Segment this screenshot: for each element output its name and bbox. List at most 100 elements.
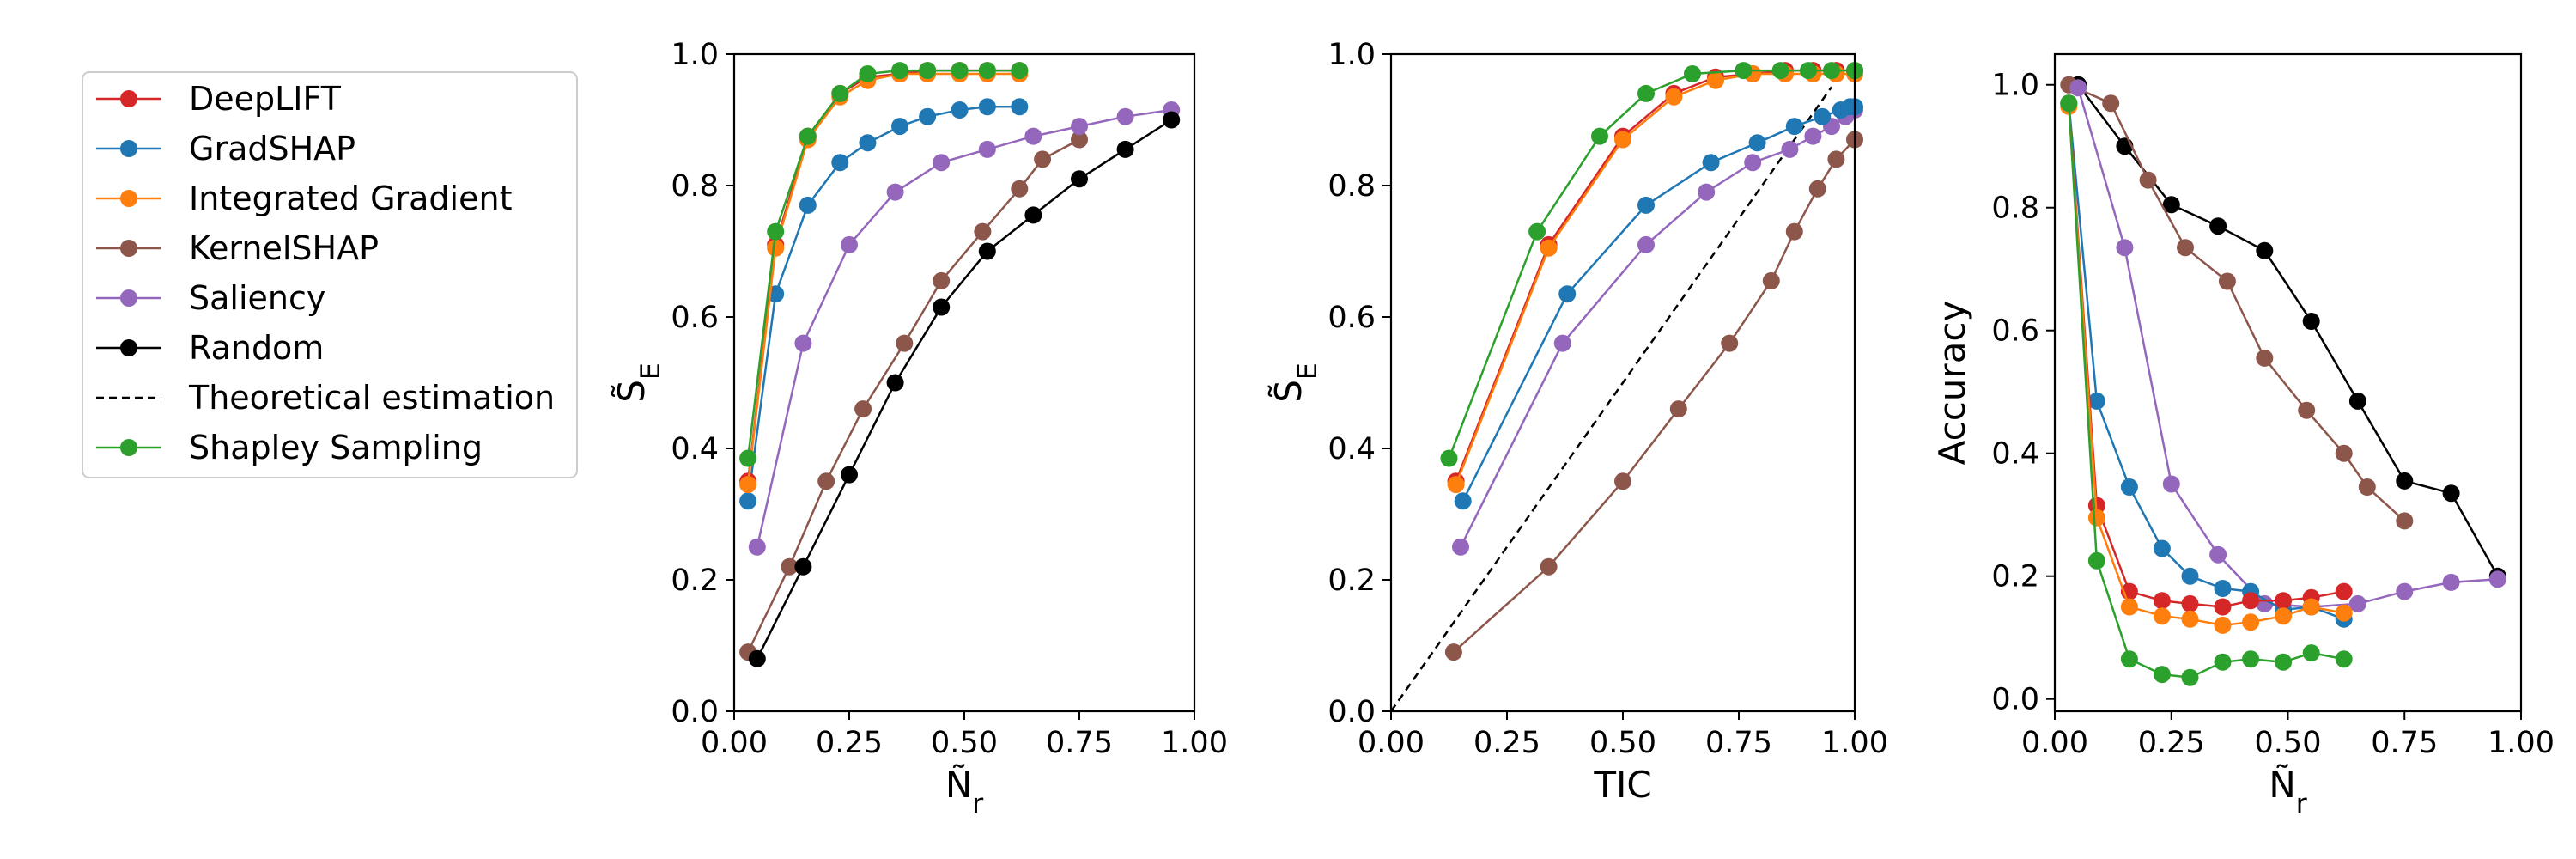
data-point-gradshap xyxy=(2087,392,2105,410)
data-point-shapley xyxy=(2335,650,2353,668)
data-point-shapley xyxy=(1440,449,1458,467)
data-point-shapley xyxy=(1011,62,1029,80)
data-point-saliency xyxy=(2396,582,2414,600)
y-tick-label: 0.4 xyxy=(1991,437,2039,472)
data-point-kernelshap xyxy=(1827,150,1845,168)
series-gradshap xyxy=(739,98,1029,510)
data-point-kernelshap xyxy=(1071,131,1088,149)
data-point-saliency xyxy=(1804,127,1822,145)
data-point-kernelshap xyxy=(1762,271,1780,289)
data-point-saliency xyxy=(2209,545,2227,564)
legend-marker-deeplift xyxy=(120,90,137,107)
legend-label-deeplift: DeepLIFT xyxy=(189,80,342,118)
x-tick-label: 0.75 xyxy=(2371,726,2438,760)
x-tick-label: 0.50 xyxy=(1589,726,1656,760)
y-tick-label: 1.0 xyxy=(1991,69,2039,103)
data-point-ig xyxy=(739,476,757,494)
data-point-saliency xyxy=(2348,594,2366,612)
data-point-random xyxy=(1024,206,1042,224)
series-kernelshap xyxy=(1444,131,1863,661)
series-kernelshap xyxy=(2060,76,2414,530)
axes-frame xyxy=(732,52,1196,713)
y-tick-label: 1.0 xyxy=(1327,38,1376,72)
data-point-gradshap xyxy=(1814,107,1832,125)
data-point-deeplift xyxy=(2153,592,2171,610)
data-point-saliency xyxy=(1637,235,1655,253)
series-line-random xyxy=(756,119,1172,660)
data-point-kernelshap xyxy=(854,400,872,418)
data-point-gradshap xyxy=(978,98,996,116)
data-point-kernelshap xyxy=(2396,512,2414,530)
data-point-saliency xyxy=(1116,107,1134,125)
data-point-kernelshap xyxy=(896,334,914,352)
data-point-shapley xyxy=(1800,62,1817,80)
data-point-ig xyxy=(1447,476,1465,494)
plot-area xyxy=(2060,76,2506,686)
data-point-saliency xyxy=(978,140,996,158)
data-point-ig xyxy=(2302,598,2320,616)
data-point-random xyxy=(2348,392,2366,410)
series-random xyxy=(748,111,1181,667)
chart-panel-middle: 0.00 0.25 0.50 0.75 1.00 0.0 0.2 0.4 0.6 0.8 1.0 TI… xyxy=(1267,38,1888,806)
data-point-kernelshap xyxy=(781,557,799,576)
data-point-gradshap xyxy=(1454,492,1472,510)
data-point-shapley xyxy=(2181,668,2199,686)
data-point-gradshap xyxy=(859,134,877,152)
series-line-kernelshap xyxy=(2068,83,2406,522)
y-axis-label-sub: E xyxy=(1292,362,1323,380)
y-tick-label: 0.6 xyxy=(1327,301,1376,335)
x-tick-label: 0.75 xyxy=(1705,726,1772,760)
x-tick-label: 0.25 xyxy=(2138,726,2205,760)
y-tick-label: 0.6 xyxy=(671,301,719,335)
legend: DeepLIFT GradSHAP Integrated Gradient Kerne… xyxy=(82,71,578,478)
data-point-shapley xyxy=(2302,644,2320,662)
legend-marker-random xyxy=(120,339,137,356)
data-point-shapley xyxy=(2242,650,2260,668)
legend-marker-shapley xyxy=(120,439,137,456)
legend-entry-kernelshap: KernelSHAP xyxy=(96,229,379,267)
series-line-ig xyxy=(746,72,1020,485)
data-point-gradshap xyxy=(891,118,908,136)
legend-entry-shapley: Shapley Sampling xyxy=(96,429,483,466)
data-point-kernelshap xyxy=(1785,222,1803,241)
x-tick-label: 0.00 xyxy=(701,726,768,760)
data-point-kernelshap xyxy=(1540,557,1558,576)
data-point-saliency xyxy=(2442,573,2460,591)
data-point-shapley xyxy=(1684,65,1701,82)
data-point-kernelshap xyxy=(933,271,951,289)
data-point-kernelshap xyxy=(817,472,835,490)
y-axis-label: S̃E xyxy=(1267,362,1323,403)
data-point-shapley xyxy=(2153,666,2171,684)
data-point-shapley xyxy=(739,449,757,467)
data-point-shapley xyxy=(951,62,969,80)
data-point-saliency xyxy=(748,538,766,556)
x-tick-label: 0.25 xyxy=(816,726,883,760)
series-shapley xyxy=(739,62,1029,467)
y-tick-label: 0.0 xyxy=(671,695,719,729)
data-point-gradshap xyxy=(1558,285,1577,303)
data-point-shapley xyxy=(919,62,937,80)
data-point-kernelshap xyxy=(2218,272,2236,290)
data-point-kernelshap xyxy=(2139,171,2157,189)
data-point-gradshap xyxy=(951,101,969,119)
y-axis-label-main: S̃ xyxy=(610,380,653,403)
data-point-ig xyxy=(2120,598,2138,616)
data-point-kernelshap xyxy=(2358,478,2376,496)
data-point-saliency xyxy=(2116,239,2134,257)
data-point-kernelshap xyxy=(1034,150,1052,168)
data-point-gradshap xyxy=(1785,118,1803,136)
legend-label-ig: Integrated Gradient xyxy=(189,180,512,217)
series-line-saliency xyxy=(756,108,1172,548)
x-tick-label: 1.00 xyxy=(2488,726,2555,760)
x-axis-label-main: Ñ xyxy=(2269,763,2295,806)
data-point-random xyxy=(1163,111,1181,129)
series-line-ig xyxy=(2068,106,2344,627)
data-point-kernelshap xyxy=(1444,643,1462,661)
legend-box xyxy=(82,71,578,478)
legend-entry-gradshap: GradSHAP xyxy=(96,130,355,168)
legend-entry-random: Random xyxy=(96,329,324,367)
data-point-deeplift xyxy=(2181,594,2199,612)
axes-frame xyxy=(2053,52,2523,713)
data-point-kernelshap xyxy=(1011,180,1029,198)
